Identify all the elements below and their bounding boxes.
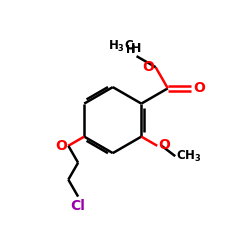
Text: H: H — [126, 45, 135, 55]
Text: O: O — [142, 60, 154, 74]
Text: O: O — [193, 81, 205, 95]
Text: $\mathregular{CH_3}$: $\mathregular{CH_3}$ — [176, 148, 202, 164]
Text: Cl: Cl — [71, 199, 86, 213]
Text: H: H — [131, 42, 142, 55]
Text: O: O — [159, 138, 170, 152]
Text: H: H — [126, 45, 135, 55]
Text: $\mathregular{H_3C}$: $\mathregular{H_3C}$ — [108, 39, 134, 54]
Text: O: O — [55, 139, 67, 153]
